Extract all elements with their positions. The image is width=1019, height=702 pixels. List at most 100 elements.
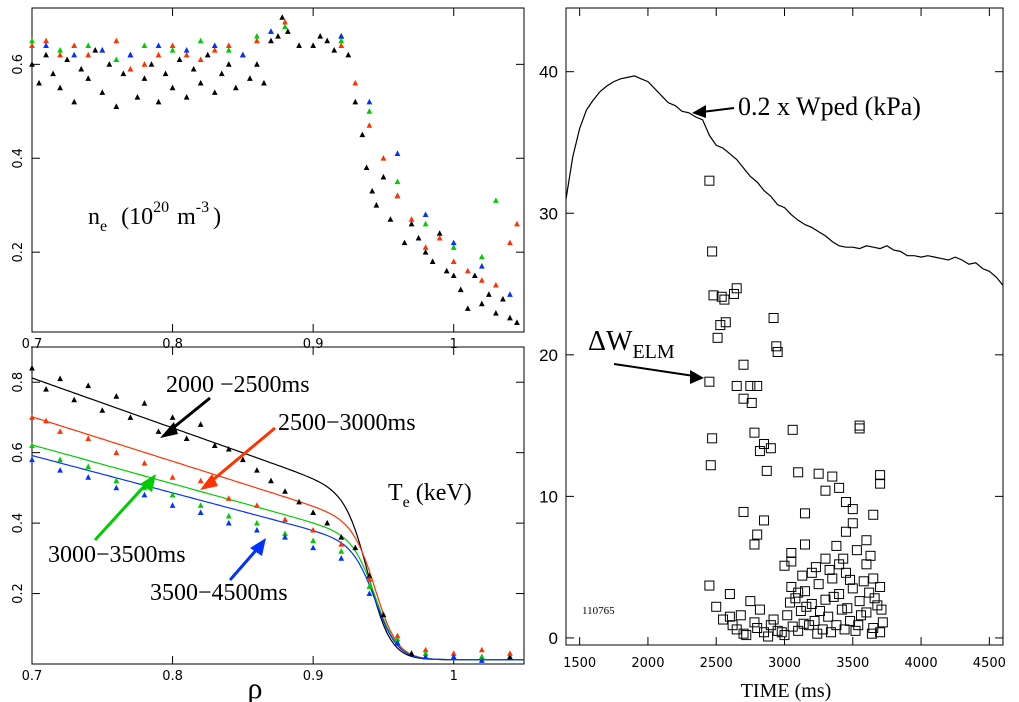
te-point <box>366 576 373 582</box>
elm-point <box>738 628 749 639</box>
ne-point <box>99 89 106 95</box>
elm-point <box>719 294 730 305</box>
te-point <box>57 456 63 463</box>
ne-point <box>493 197 499 203</box>
te-point <box>239 456 246 463</box>
ne-point <box>247 75 253 81</box>
elm-point <box>705 460 716 471</box>
elm-point <box>787 424 798 435</box>
elm-point <box>847 504 858 515</box>
te-point <box>29 364 35 371</box>
ne-point <box>113 103 120 110</box>
ne-point <box>134 94 141 100</box>
elm-point <box>707 433 718 444</box>
elm-point <box>711 601 722 612</box>
wped-arrow <box>692 105 735 118</box>
te-point <box>99 407 106 413</box>
ne-point <box>369 187 376 194</box>
te-point <box>113 449 120 456</box>
x-tick-label: 1500 <box>563 656 596 671</box>
ne-point <box>478 300 485 307</box>
elm-point <box>845 615 856 626</box>
elm-point <box>810 562 821 573</box>
elm-point <box>854 423 865 434</box>
ne-point <box>225 47 232 53</box>
ne-point <box>464 267 471 274</box>
te-point <box>183 435 190 441</box>
ne-point <box>443 267 450 274</box>
te-point <box>85 463 92 470</box>
legend-3500-4500: 3500−4500ms <box>150 580 288 606</box>
x-tick-label: 4000 <box>905 656 938 671</box>
ne-point <box>478 263 485 269</box>
elm-point <box>855 610 866 621</box>
elm-point <box>861 607 872 618</box>
te-point <box>507 653 513 660</box>
elm-point <box>847 583 858 594</box>
ne-point <box>471 272 478 279</box>
ne-point <box>169 84 176 91</box>
x-tick-label: 3500 <box>836 656 869 671</box>
ne-point <box>29 37 35 44</box>
ne-point <box>436 234 443 241</box>
ne-point <box>176 56 183 63</box>
ne-point <box>275 32 281 39</box>
te-point <box>310 526 317 533</box>
ne-point <box>282 23 288 30</box>
elm-point <box>772 346 783 357</box>
ne-point <box>36 79 42 86</box>
x-tick-label: 4500 <box>973 656 1006 671</box>
te-point <box>197 421 204 427</box>
te-point <box>85 474 92 480</box>
elm-point <box>793 467 804 478</box>
elm-point <box>850 625 861 636</box>
elm-point <box>786 556 797 567</box>
ne-point <box>127 51 134 58</box>
elm-point <box>820 485 831 496</box>
x-tick-label: 0.9 <box>303 337 324 352</box>
ne-point <box>225 61 232 67</box>
ne-point <box>352 98 359 105</box>
ne-point <box>120 70 127 77</box>
te-point <box>85 382 92 389</box>
te-point <box>57 467 63 473</box>
ne-point <box>141 42 148 48</box>
ne-point <box>197 37 204 44</box>
elm-point <box>842 603 853 614</box>
te-point <box>113 484 120 491</box>
ne-point <box>450 258 457 264</box>
te-point <box>268 477 274 484</box>
elm-point <box>771 341 782 352</box>
wped-line <box>565 75 1004 286</box>
ne-point <box>380 173 387 180</box>
ne-point <box>394 178 401 185</box>
y-tick-label: 0.4 <box>11 148 26 169</box>
elm-point <box>858 576 869 587</box>
elm-arrow <box>613 363 704 384</box>
elm-point <box>861 535 872 546</box>
ne-point <box>254 37 260 44</box>
elm-points <box>704 175 888 642</box>
elm-point <box>768 614 779 625</box>
te-fit-lines <box>31 377 524 661</box>
ne-point <box>183 94 190 100</box>
elm-point <box>799 539 810 550</box>
elm-point <box>798 618 809 629</box>
elm-axis-ticks: 1500 2000 2500 3000 3500 4000 4500 0 10 20 30 40 <box>539 8 1006 671</box>
elm-point <box>749 617 760 628</box>
elm-point <box>715 320 726 331</box>
ne-point <box>331 47 338 53</box>
elm-point <box>823 611 834 622</box>
ne-point <box>78 65 85 72</box>
te-points <box>29 364 513 663</box>
te-point <box>408 650 415 656</box>
elm-point <box>827 471 838 482</box>
ne-point <box>284 28 291 34</box>
elm-point <box>838 553 849 564</box>
elm-point <box>853 620 864 631</box>
legend-2500-3000: 2500−3000ms <box>278 410 416 436</box>
elm-point <box>738 359 749 370</box>
te-point <box>197 502 204 508</box>
ne-point <box>29 61 35 67</box>
te-point <box>310 537 317 544</box>
